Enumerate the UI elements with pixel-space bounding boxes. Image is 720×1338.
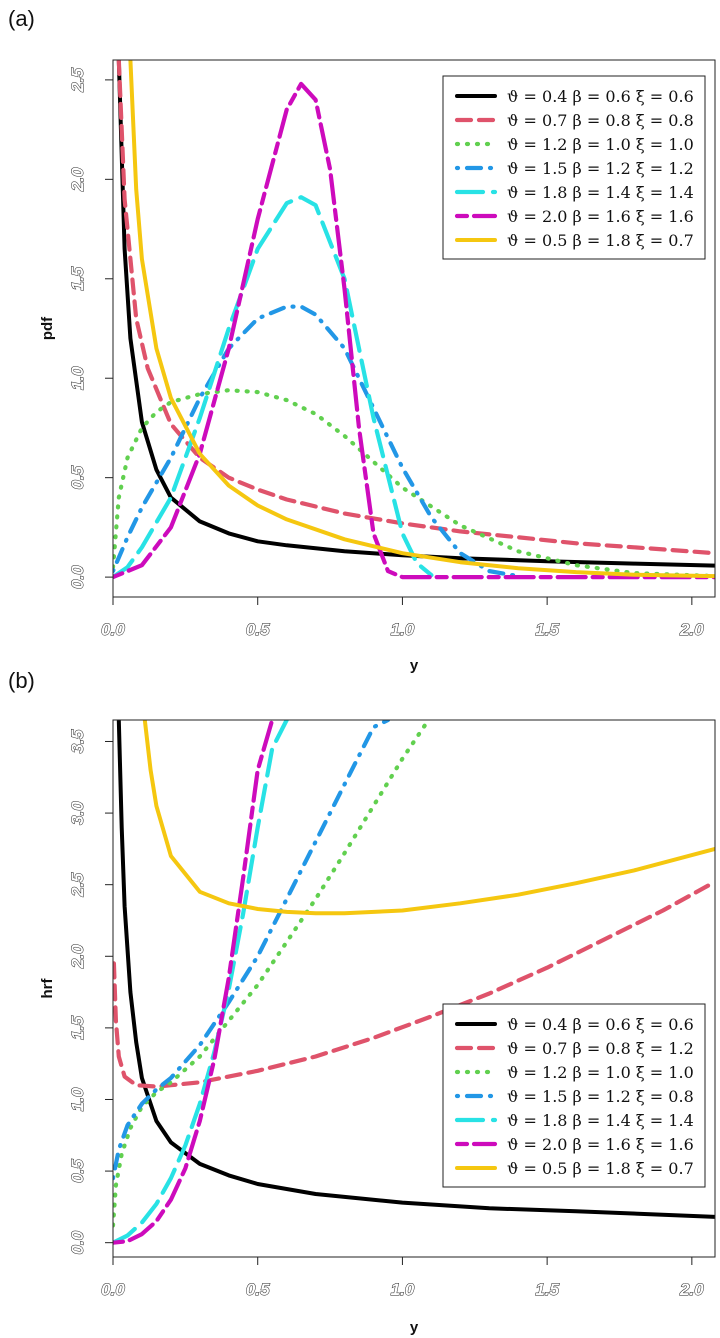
y-tick-label: 0.5: [68, 1159, 87, 1183]
legend: ϑ = 0.4 β = 0.6 ξ = 0.6 ϑ = 0.7 β = 0.8 ξ…: [442, 75, 706, 260]
series-line-6: [113, 81, 715, 580]
y-axis-label: hrf: [39, 978, 56, 999]
legend-entry-2: ϑ = 0.7 β = 0.8 ξ = 1.2: [507, 1039, 694, 1058]
legend-box: [442, 1003, 706, 1188]
y-tick-label: 0.0: [68, 565, 87, 589]
x-tick-label: 2.0: [679, 620, 704, 639]
x-tick-label: 0.5: [246, 620, 270, 639]
series-group: [113, 720, 715, 1245]
series-line-5: [113, 720, 289, 1245]
panel-label: (a): [8, 6, 35, 31]
x-tick-label: 0.0: [101, 1280, 125, 1299]
y-tick-label: 0.0: [68, 1230, 87, 1254]
series-line-6: [113, 720, 275, 1245]
panel-label: (b): [8, 668, 35, 693]
plot-frame: [112, 719, 716, 1258]
legend-box: [442, 75, 706, 260]
panel-b: (b) 0.0 0.5 1.0 1.5 2.0 0.0 0.5 1.0 1.5 2.0 2.5 3.0 3…: [8, 668, 716, 1336]
x-tick-label: 2.0: [679, 1280, 704, 1299]
legend-entry-1: ϑ = 0.4 β = 0.6 ξ = 0.6: [507, 1015, 694, 1034]
legend-entry-6: ϑ = 2.0 β = 1.6 ξ = 1.6: [507, 207, 694, 226]
x-tick-label: 1.0: [391, 620, 415, 639]
y-tick-label: 2.5: [68, 68, 87, 93]
legend-entry-6: ϑ = 2.0 β = 1.6 ξ = 1.6: [507, 1135, 694, 1154]
series-line-2: [113, 879, 715, 1089]
y-tick-label: 1.5: [68, 1016, 87, 1040]
x-tick-label: 0.5: [246, 1280, 270, 1299]
y-tick-label: 1.0: [68, 366, 87, 390]
legend-entry-7: ϑ = 0.5 β = 1.8 ξ = 0.7: [507, 1159, 694, 1178]
y-tick-label: 2.0: [68, 944, 87, 969]
legend-entry-7: ϑ = 0.5 β = 1.8 ξ = 0.7: [507, 231, 694, 250]
legend-entry-3: ϑ = 1.2 β = 1.0 ξ = 1.0: [507, 135, 694, 154]
series-line-3: [113, 722, 428, 1228]
legend-entry-3: ϑ = 1.2 β = 1.0 ξ = 1.0: [507, 1063, 694, 1082]
y-tick-label: 1.0: [68, 1087, 87, 1111]
x-tick-label: 1.5: [535, 1280, 559, 1299]
y-tick-label: 3.5: [68, 729, 87, 753]
y-tick-label: 3.0: [68, 801, 87, 825]
series-line-1: [116, 60, 715, 568]
y-tick-label: 1.5: [68, 266, 87, 290]
series-line-7: [142, 720, 715, 916]
series-line-3: [113, 388, 715, 579]
series-line-1: [116, 720, 715, 1219]
series-line-7: [128, 60, 715, 579]
y-tick-label: 2.0: [68, 167, 87, 192]
series-line-4: [113, 720, 391, 1181]
legend-entry-5: ϑ = 1.8 β = 1.4 ξ = 1.4: [507, 183, 694, 202]
plot-frame: [112, 59, 716, 598]
x-tick-label: 1.0: [391, 1280, 415, 1299]
x-tick-label: 1.5: [535, 620, 559, 639]
x-axis-label: y: [410, 1319, 419, 1336]
legend-entry-4: ϑ = 1.5 β = 1.2 ξ = 0.8: [507, 1087, 694, 1106]
legend-entry-1: ϑ = 0.4 β = 0.6 ξ = 0.6: [507, 87, 694, 106]
series-group: [113, 60, 715, 580]
y-tick-label: 0.5: [68, 465, 87, 489]
legend-entry-2: ϑ = 0.7 β = 0.8 ξ = 0.8: [507, 111, 694, 130]
y-axis-label: pdf: [39, 316, 56, 340]
legend: ϑ = 0.4 β = 0.6 ξ = 0.6 ϑ = 0.7 β = 0.8 ξ…: [442, 1003, 706, 1188]
panel-a: (a) 0.0 0.5 1.0 1.5 2.0 0.0 0.5 1.0 1.5 2.0 2.5 y pdf…: [8, 6, 716, 674]
x-tick-label: 0.0: [101, 620, 125, 639]
x-axis-label: y: [410, 657, 419, 674]
series-line-2: [116, 60, 715, 556]
y-tick-label: 2.5: [68, 872, 87, 897]
legend-entry-4: ϑ = 1.5 β = 1.2 ξ = 1.2: [507, 159, 694, 178]
legend-entry-5: ϑ = 1.8 β = 1.4 ξ = 1.4: [507, 1111, 694, 1130]
series-line-5: [113, 195, 434, 580]
series-line-4: [113, 304, 521, 579]
